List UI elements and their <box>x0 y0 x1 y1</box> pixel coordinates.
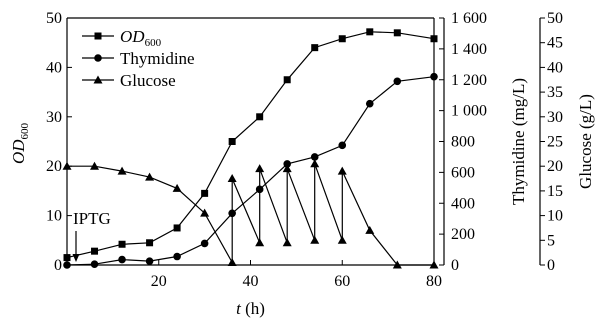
od600-point <box>366 28 374 36</box>
glucose-point <box>337 235 347 244</box>
glucose-tick-label: 40 <box>547 59 563 76</box>
glucose-point <box>117 166 127 175</box>
left-tick-label: 0 <box>54 257 62 274</box>
thymidine-point <box>173 252 181 261</box>
glucose-tick-label: 10 <box>547 208 563 225</box>
x-tick-label: 40 <box>243 273 259 290</box>
legend-glucose-label: Glucose <box>120 71 176 90</box>
thymidine-point <box>283 160 292 168</box>
glucose-point <box>62 161 72 170</box>
glucose-point <box>255 164 265 173</box>
glucose-point <box>365 225 375 234</box>
od600-point <box>393 29 401 37</box>
legend-od600-label: OD600 <box>120 27 162 49</box>
glucose-point <box>255 238 265 247</box>
glucose-line <box>67 163 434 266</box>
glucose-point <box>90 161 100 170</box>
od600-line <box>66 31 435 259</box>
glucose-tick-label: 35 <box>547 84 563 101</box>
iptg-arrow-head <box>72 254 80 262</box>
thymidine-point <box>200 239 209 248</box>
od600-point <box>430 35 438 43</box>
thymidine-tick-label: 800 <box>451 134 475 151</box>
left-tick-label: 30 <box>46 109 62 126</box>
thymidine-point <box>90 260 99 269</box>
od600-point <box>311 44 319 52</box>
thymidine-tick-label: 0 <box>451 257 459 274</box>
glucose-point <box>145 172 155 181</box>
glucose-tick-label: 5 <box>547 232 555 249</box>
glucose-point <box>227 258 237 267</box>
left-tick-label: 40 <box>46 59 62 76</box>
legend-od600-marker <box>94 32 102 40</box>
od600-point <box>256 113 264 121</box>
thymidine-tick-label: 1 600 <box>451 10 487 27</box>
od600-point <box>228 138 236 145</box>
glucose-tick-label: 45 <box>547 35 563 52</box>
series <box>62 28 439 269</box>
thymidine-line <box>66 76 435 266</box>
left-tick-label: 10 <box>46 208 62 225</box>
left-tick-label: 50 <box>46 10 62 27</box>
glucose-point <box>282 164 292 173</box>
thymidine-point <box>365 99 374 108</box>
thymidine-point <box>338 141 347 150</box>
glucose-axis-title: Glucose (g/L) <box>576 94 595 189</box>
glucose-point <box>172 183 182 192</box>
x-tick-label: 20 <box>151 273 167 290</box>
glucose-point <box>282 238 292 247</box>
glucose-tick-label: 25 <box>547 134 563 151</box>
glucose-point <box>200 208 210 217</box>
od600-point <box>118 240 126 248</box>
legend-glucose-marker <box>93 75 103 84</box>
glucose-point <box>337 166 347 175</box>
glucose-point <box>310 235 320 244</box>
thymidine-point <box>310 153 319 161</box>
left-axis-title: OD600 <box>9 122 31 164</box>
thymidine-point <box>430 72 438 81</box>
od600-point <box>283 76 291 84</box>
x-tick-label: 80 <box>426 273 442 290</box>
iptg-annotation-label: IPTG <box>73 209 111 228</box>
od600-point <box>146 239 154 247</box>
thymidine-tick-label: 400 <box>451 195 475 212</box>
glucose-tick-label: 30 <box>547 109 563 126</box>
glucose-tick-label: 15 <box>547 183 563 200</box>
thymidine-point <box>145 257 154 265</box>
glucose-point <box>310 159 320 168</box>
annotations: IPTG <box>72 209 111 262</box>
thymidine-tick-label: 600 <box>451 164 475 181</box>
thymidine-tick-label: 1 200 <box>451 72 487 89</box>
left-tick-label: 20 <box>46 158 62 175</box>
thymidine-point <box>118 255 126 264</box>
glucose-tick-label: 0 <box>547 257 555 274</box>
od600-point <box>63 254 71 262</box>
x-tick-label: 60 <box>334 273 350 290</box>
glucose-point <box>429 260 439 269</box>
legend-thymidine-marker <box>94 54 102 62</box>
thymidine-point <box>393 77 402 86</box>
thymidine-tick-label: 1 000 <box>451 103 487 120</box>
axes: 20 40 60 80t (h)01020304050OD60002004006008… <box>9 10 595 318</box>
legend-thymidine-label: Thymidine <box>120 49 195 68</box>
thymidine-point <box>63 261 71 269</box>
x-axis-title: t (h) <box>236 299 265 318</box>
glucose-point <box>227 174 237 183</box>
glucose-point <box>392 260 402 269</box>
glucose-tick-label: 20 <box>547 158 563 175</box>
od600-point <box>91 247 99 255</box>
thymidine-axis-title: Thymidine (mg/L) <box>509 78 528 205</box>
thymidine-tick-label: 200 <box>451 226 475 243</box>
od600-point <box>173 224 181 232</box>
thymidine-tick-label: 1 400 <box>451 41 487 58</box>
od600-point <box>338 35 346 43</box>
od600-point <box>201 189 209 197</box>
glucose-tick-label: 50 <box>547 10 563 27</box>
